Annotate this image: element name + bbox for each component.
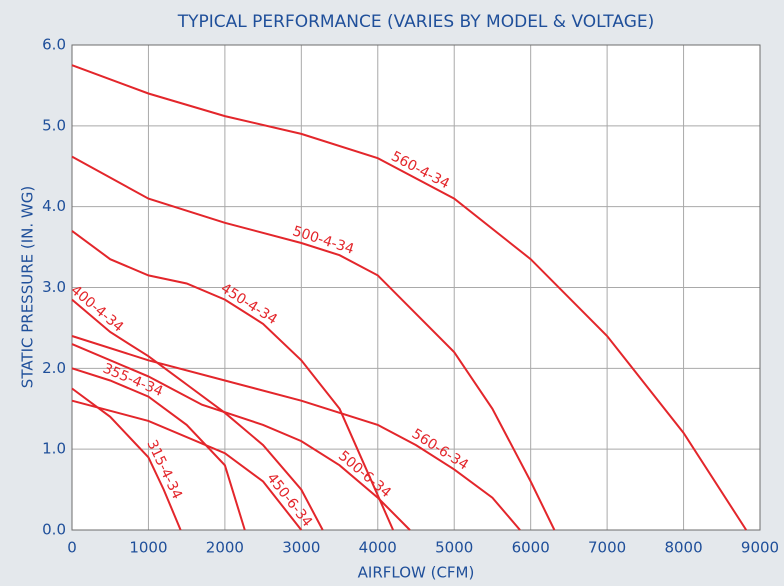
y-tick-label: 0.0 [42,521,66,539]
curve [71,155,556,531]
curve [71,399,303,531]
x-tick-label: 7000 [588,539,626,557]
curve [71,343,411,531]
curve [71,298,324,531]
y-axis-title: STATIC PRESSURE (IN. WG) [19,186,37,388]
chart-title: TYPICAL PERFORMANCE (VARIES BY MODEL & V… [177,12,655,32]
curve [71,64,748,531]
y-tick-label: 1.0 [42,440,66,458]
x-tick-label: 8000 [664,539,702,557]
curve [71,367,246,531]
y-tick-label: 2.0 [42,359,66,377]
x-axis-title: AIRFLOW (CFM) [358,564,475,582]
x-tick-label: 3000 [282,539,320,557]
curve [71,335,521,531]
x-tick-label: 5000 [435,539,473,557]
y-tick-label: 4.0 [42,197,66,215]
curve [71,230,395,531]
x-tick-label: 2000 [206,539,244,557]
x-tick-label: 1000 [129,539,167,557]
plot-border [71,44,761,531]
y-tick-label: 3.0 [42,278,66,296]
y-tick-label: 6.0 [42,36,66,54]
x-tick-label: 0 [67,539,77,557]
x-tick-label: 6000 [512,539,550,557]
x-tick-label: 4000 [359,539,397,557]
x-tick-label: 9000 [741,539,779,557]
y-tick-label: 5.0 [42,116,66,134]
